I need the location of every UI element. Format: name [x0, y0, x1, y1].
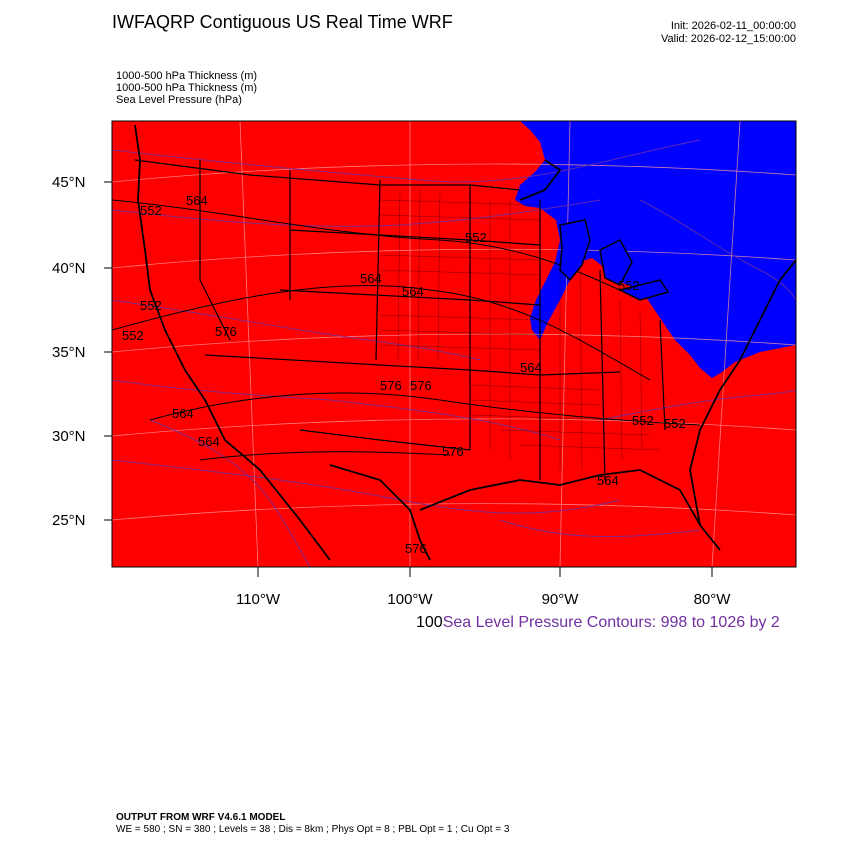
contour-label: 552: [122, 328, 144, 343]
contour-label: 564: [186, 193, 208, 208]
lat-label-45: 45°N: [52, 174, 86, 191]
contour-label: 576: [215, 324, 237, 339]
contour-label: 552: [140, 298, 162, 313]
contour-label: 564: [597, 473, 619, 488]
contour-labels: 552 564 564 552 552 564 576 576 564 552 …: [122, 193, 686, 556]
valid-time: Valid: 2026-02-12_15:00:00: [661, 33, 796, 45]
slp-contours: [112, 139, 796, 567]
cold-air-region: [515, 121, 796, 378]
contour-label: 576: [380, 378, 402, 393]
contour-label: 576: [410, 378, 432, 393]
contour-label: 564: [360, 271, 382, 286]
map-frame: [111, 120, 797, 568]
run-times: Init: 2026-02-11_00:00:00 Valid: 2026-02…: [661, 20, 796, 46]
lon-label-80: 80°W: [693, 591, 731, 608]
county-lines: [379, 189, 661, 471]
contour-label: 576: [442, 444, 464, 459]
field-legend: 1000-500 hPa Thickness (m) 1000-500 hPa …: [116, 70, 257, 106]
map-title: IWFAQRP Contiguous US Real Time WRF: [112, 12, 453, 32]
contour-info: 100Sea Level Pressure Contours: 998 to 1…: [416, 614, 780, 632]
contour-label: 552: [140, 203, 162, 218]
model-footer: OUTPUT FROM WRF V4.6.1 MODEL WE = 580 ; …: [116, 812, 509, 836]
contour-info-number: 100: [416, 614, 443, 631]
lat-label-30: 30°N: [52, 428, 86, 445]
contour-info-text: Sea Level Pressure Contours: 998 to 1026…: [442, 614, 780, 631]
footer-details: WE = 580 ; SN = 380 ; Levels = 38 ; Dis …: [116, 824, 510, 835]
lon-label-90: 90°W: [541, 591, 579, 608]
great-lakes: [559, 219, 670, 301]
field-label-slp: Sea Level Pressure (hPa): [116, 94, 242, 106]
contour-label: 552: [465, 230, 487, 245]
footer-model: OUTPUT FROM WRF V4.6.1 MODEL: [116, 812, 286, 823]
lat-label-25: 25°N: [52, 512, 86, 529]
field-label-thickness-2: 1000-500 hPa Thickness (m): [116, 82, 258, 94]
field-label-thickness-1: 1000-500 hPa Thickness (m): [116, 70, 258, 82]
lon-label-100: 100°W: [387, 591, 433, 608]
state-borders: [134, 159, 666, 481]
contour-label: 564: [520, 360, 542, 375]
lat-label-35: 35°N: [52, 344, 86, 361]
contour-label: 576: [405, 541, 427, 556]
contour-label: 552: [664, 416, 686, 431]
lon-label-110: 110°W: [235, 591, 281, 608]
contour-label: 552: [618, 278, 640, 293]
graticule: [112, 121, 796, 567]
init-time: Init: 2026-02-11_00:00:00: [670, 20, 796, 32]
coastlines: [134, 124, 796, 561]
contour-label: 552: [632, 413, 654, 428]
axis-ticks: [104, 181, 713, 577]
contour-label: 564: [402, 284, 424, 299]
contour-label: 564: [198, 434, 220, 449]
contour-label: 564: [172, 406, 194, 421]
lat-label-40: 40°N: [52, 260, 86, 277]
